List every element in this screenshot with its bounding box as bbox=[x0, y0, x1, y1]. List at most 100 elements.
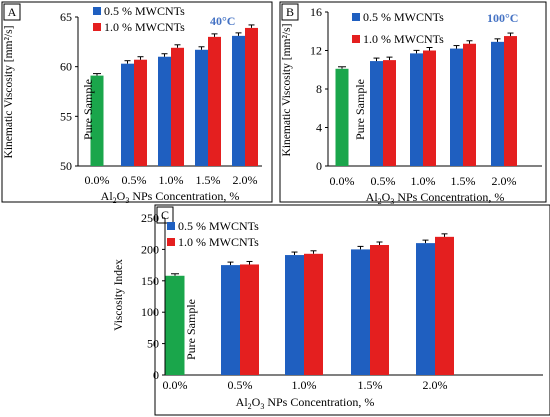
y-axis-title: Viscosity Index bbox=[113, 259, 125, 331]
x-tick-label: 0.0% bbox=[85, 173, 110, 187]
bar-mwcnt-1-0 bbox=[423, 50, 436, 166]
bar-mwcnt-1-0 bbox=[171, 47, 184, 166]
legend-swatch bbox=[167, 222, 175, 230]
temperature-label: 100°C bbox=[487, 11, 518, 25]
bar-mwcnt-1-0 bbox=[304, 253, 323, 375]
bar-mwcnt-0-5 bbox=[121, 63, 134, 166]
panel-label-text: A bbox=[8, 5, 17, 19]
panel-label-text: C bbox=[161, 208, 169, 222]
x-axis-title-part: 2 bbox=[113, 196, 117, 205]
bar-pure-sample bbox=[335, 68, 349, 166]
y-tick-label: 12 bbox=[310, 44, 322, 58]
x-tick-label: 2.0% bbox=[492, 174, 517, 188]
panel-frame bbox=[279, 1, 547, 203]
bar-mwcnt-1-0 bbox=[240, 264, 259, 375]
bar-mwcnt-0-5 bbox=[232, 35, 245, 166]
x-axis-title-part: NPs Concentration, % bbox=[394, 190, 504, 204]
y-tick-label: 4 bbox=[316, 121, 322, 135]
bar-mwcnt-1-0 bbox=[463, 43, 476, 167]
x-tick-label: 1.0% bbox=[159, 173, 184, 187]
x-axis-title-part: 3 bbox=[260, 402, 264, 411]
pure-sample-label: Pure Sample bbox=[184, 299, 198, 360]
bar-mwcnt-0-5 bbox=[195, 49, 208, 166]
legend: 0.5 % MWCNTs 1.0 % MWCNTs bbox=[93, 4, 185, 34]
bar-mwcnt-0-5 bbox=[285, 255, 304, 375]
legend-swatch bbox=[352, 35, 360, 43]
x-axis-title: Al2O3 NPs Concentration, % bbox=[101, 189, 240, 205]
legend: 0.5 % MWCNTs 1.0 % MWCNTs bbox=[167, 219, 259, 249]
y-axis-title: Kinematic Viscosity [mm²/s] bbox=[3, 26, 15, 159]
legend-label: 1.0 % MWCNTs bbox=[104, 20, 185, 34]
bar-mwcnt-0-5 bbox=[491, 41, 504, 166]
bar-mwcnt-0-5 bbox=[450, 48, 463, 167]
bar-mwcnt-1-0 bbox=[134, 59, 147, 166]
x-axis-title-part: 2 bbox=[248, 402, 252, 411]
y-tick-label: 8 bbox=[316, 82, 322, 96]
chart-panel-b: B 0 4 8 12 16 Pure Sample 0.0% 0.5% 1.0% 1.5% 2.0% A… bbox=[279, 1, 547, 206]
panel-label-box bbox=[281, 3, 299, 21]
x-tick-label: 0.0% bbox=[163, 378, 188, 392]
x-tick-label: 1.5% bbox=[358, 378, 383, 392]
bar-mwcnt-0-5 bbox=[351, 249, 370, 375]
bar-mwcnt-0-5 bbox=[221, 265, 240, 375]
x-axis-title-part: NPs Concentration, % bbox=[129, 189, 239, 203]
x-axis-title: Al2O3 NPs Concentration, % bbox=[366, 190, 505, 206]
y-tick-label: 55 bbox=[60, 109, 72, 123]
bar-mwcnt-1-0 bbox=[383, 60, 396, 166]
x-axis-title-part: O bbox=[117, 189, 126, 203]
y-tick-label: 100 bbox=[141, 305, 159, 319]
y-tick-label: 250 bbox=[141, 211, 159, 225]
x-axis-title-part: Al bbox=[366, 190, 379, 204]
x-axis-title-part: Al bbox=[236, 395, 249, 409]
legend-swatch bbox=[93, 7, 101, 15]
legend-swatch bbox=[167, 238, 175, 246]
x-axis-title: Al2O3 NPs Concentration, % bbox=[236, 395, 375, 411]
x-axis-title-part: 3 bbox=[125, 196, 129, 205]
bar-mwcnt-1-0 bbox=[370, 245, 389, 375]
x-tick-label: 0.5% bbox=[228, 378, 253, 392]
bar-mwcnt-1-0 bbox=[208, 36, 221, 166]
y-tick-label: 50 bbox=[60, 159, 72, 173]
legend-label: 0.5 % MWCNTs bbox=[104, 4, 185, 18]
bar-mwcnt-1-0 bbox=[435, 236, 454, 375]
bar-mwcnt-0-5 bbox=[158, 56, 171, 166]
y-tick-label: 0 bbox=[316, 159, 322, 173]
x-axis-title-part: NPs Concentration, % bbox=[264, 395, 374, 409]
x-tick-label: 0.5% bbox=[122, 173, 147, 187]
y-tick-label: 60 bbox=[60, 60, 72, 74]
chart-panel-a: A 50 55 60 65 Pure Sample 0.0% 0.5% 1.0% 1.5% 2.0%… bbox=[1, 1, 273, 205]
x-tick-label: 1.0% bbox=[292, 378, 317, 392]
x-tick-label: 0.0% bbox=[330, 174, 355, 188]
bar-pure-sample bbox=[90, 75, 104, 166]
bar-mwcnt-1-0 bbox=[245, 27, 258, 166]
panel-label: B bbox=[281, 3, 299, 21]
y-tick-label: 50 bbox=[147, 337, 159, 351]
panel-label-box bbox=[3, 3, 21, 21]
legend-label: 1.0 % MWCNTs bbox=[178, 235, 259, 249]
panel-frame bbox=[1, 1, 273, 203]
legend-label: 1.0 % MWCNTs bbox=[363, 32, 444, 46]
y-tick-label: 65 bbox=[60, 10, 72, 24]
x-axis-title-part: O bbox=[252, 395, 261, 409]
bar-pure-sample bbox=[165, 275, 185, 375]
legend-label: 0.5 % MWCNTs bbox=[178, 219, 259, 233]
legend-swatch bbox=[352, 13, 360, 21]
bar-mwcnt-0-5 bbox=[416, 243, 435, 375]
x-tick-label: 1.0% bbox=[411, 174, 436, 188]
x-axis-title-part: Al bbox=[101, 189, 114, 203]
bar-mwcnt-1-0 bbox=[504, 36, 517, 166]
pure-sample-label: Pure Sample bbox=[81, 79, 95, 140]
y-tick-label: 200 bbox=[141, 242, 159, 256]
x-tick-label: 1.5% bbox=[196, 173, 221, 187]
panel-label-text: B bbox=[286, 5, 294, 19]
panel-frame bbox=[154, 204, 550, 416]
chart-panel-c: C 0 50 100 150 200 250 Pure Sample 0.0% 0.5% 1.0% 1… bbox=[113, 204, 550, 416]
x-tick-label: 0.5% bbox=[371, 174, 396, 188]
x-axis-title-part: 2 bbox=[378, 197, 382, 206]
x-tick-label: 1.5% bbox=[451, 174, 476, 188]
legend-label: 0.5 % MWCNTs bbox=[363, 10, 444, 24]
y-tick-label: 150 bbox=[141, 274, 159, 288]
panel-label: A bbox=[3, 3, 21, 21]
x-tick-label: 2.0% bbox=[423, 378, 448, 392]
